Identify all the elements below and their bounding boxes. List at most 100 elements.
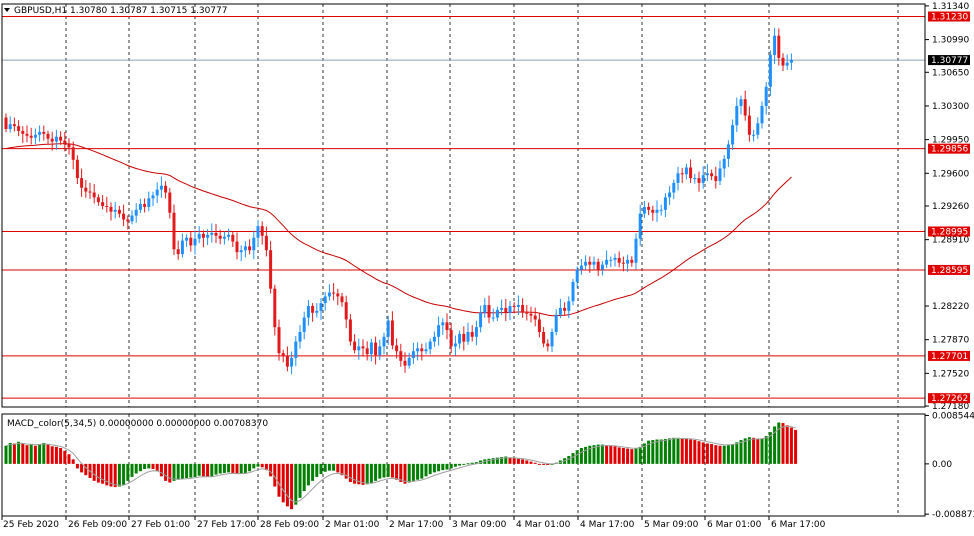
candle-body bbox=[63, 140, 67, 144]
macd-bar bbox=[306, 463, 310, 486]
macd-bar bbox=[59, 448, 63, 464]
macd-bar bbox=[428, 463, 432, 475]
candle-body bbox=[495, 309, 499, 318]
macd-bar bbox=[96, 463, 100, 483]
macd-bar bbox=[542, 463, 546, 465]
price-axis[interactable]: 1.31340 1.30990 1.30650 1.30300 1.29950 1.296… bbox=[925, 2, 970, 412]
macd-bar bbox=[126, 463, 130, 481]
candle-body bbox=[684, 167, 688, 175]
candle-body bbox=[323, 296, 327, 304]
candle-body bbox=[533, 315, 537, 320]
x-tick-label: 6 Mar 17:00 bbox=[771, 520, 826, 530]
macd-bar bbox=[348, 463, 352, 482]
candle-body bbox=[164, 185, 168, 193]
macd-bar bbox=[462, 463, 466, 465]
macd-bar bbox=[735, 442, 739, 464]
candle-body bbox=[437, 325, 441, 337]
candle-body bbox=[227, 234, 231, 237]
macd-bar bbox=[789, 427, 793, 464]
macd-bar bbox=[609, 445, 613, 464]
macd-bar bbox=[117, 463, 121, 487]
macd-bar bbox=[218, 463, 222, 474]
macd-bar bbox=[752, 437, 756, 464]
macd-bar bbox=[113, 463, 117, 488]
macd-label: MACD_color(5,34,5) 0.00000000 0.00000000… bbox=[7, 419, 268, 429]
macd-bar bbox=[785, 425, 789, 464]
macd-bar bbox=[138, 463, 142, 472]
candle-body bbox=[294, 341, 298, 358]
candle-body bbox=[453, 343, 457, 347]
candle-body bbox=[340, 296, 344, 303]
candle-body bbox=[113, 209, 117, 212]
candle-body bbox=[117, 209, 121, 214]
candle-body bbox=[46, 133, 50, 139]
candle-body bbox=[75, 159, 79, 179]
macd-bar bbox=[80, 463, 84, 473]
candle-body bbox=[613, 257, 617, 260]
candle-body bbox=[21, 130, 25, 134]
candle-body bbox=[500, 307, 504, 310]
macd-bar bbox=[164, 463, 168, 481]
macd-bar bbox=[743, 438, 747, 464]
moving-average bbox=[5, 143, 792, 317]
macd-bar bbox=[710, 444, 714, 464]
candle-body bbox=[441, 322, 445, 326]
macd-bar bbox=[571, 453, 575, 464]
macd-bar bbox=[416, 463, 420, 480]
macd-bar bbox=[4, 445, 8, 464]
candle-body bbox=[474, 327, 478, 337]
candle-body bbox=[38, 131, 42, 135]
candle-body bbox=[710, 173, 714, 177]
macd-bar bbox=[794, 429, 798, 464]
candle-body bbox=[189, 237, 193, 246]
macd-bar bbox=[340, 463, 344, 476]
macd-frame bbox=[1, 413, 926, 517]
macd-bar bbox=[172, 463, 176, 481]
candle-body bbox=[571, 281, 575, 302]
candle-body bbox=[504, 307, 508, 313]
macd-bar bbox=[529, 461, 533, 464]
macd-bar bbox=[386, 463, 390, 477]
candle-body bbox=[399, 351, 403, 361]
candle-body bbox=[449, 330, 453, 347]
level-tag bbox=[928, 264, 970, 275]
macd-bar bbox=[214, 463, 218, 475]
candle-body bbox=[67, 143, 71, 148]
candle-body bbox=[701, 175, 705, 183]
macd-bar bbox=[323, 463, 327, 472]
candle-body bbox=[193, 238, 197, 246]
macd-axis[interactable]: 0.0085448 0.00 -0.008873 bbox=[925, 411, 974, 520]
candle-body bbox=[222, 236, 226, 239]
symbol-menu-icon[interactable] bbox=[4, 8, 10, 12]
candle-body bbox=[600, 264, 604, 270]
level-tag bbox=[928, 393, 970, 404]
candle-body bbox=[529, 313, 533, 316]
macd-bar bbox=[655, 439, 659, 464]
candle-body bbox=[407, 357, 411, 366]
time-axis[interactable]: 25 Feb 2020 26 Feb 09:00 27 Feb 01:00 27 Fe… bbox=[1, 516, 826, 530]
macd-bar bbox=[777, 422, 781, 464]
candle-body bbox=[470, 331, 474, 337]
x-tick-label: 6 Mar 01:00 bbox=[707, 520, 762, 530]
candle-body bbox=[281, 353, 285, 357]
candle-body bbox=[168, 192, 172, 213]
macd-bar bbox=[651, 440, 655, 464]
macd-bar bbox=[441, 463, 445, 471]
candle-body bbox=[197, 233, 201, 239]
macd-bar bbox=[134, 463, 138, 474]
candle-body bbox=[722, 158, 726, 169]
candle-body bbox=[634, 238, 638, 263]
candle-body bbox=[159, 185, 163, 190]
macd-bar bbox=[487, 458, 491, 464]
candle-body bbox=[151, 195, 155, 199]
macd-bar bbox=[130, 463, 134, 477]
macd-bar bbox=[739, 440, 743, 464]
macd-bar bbox=[588, 445, 592, 464]
macd-bar bbox=[105, 463, 109, 486]
macd-bar bbox=[42, 442, 46, 464]
candle-body bbox=[382, 336, 386, 347]
candle-body bbox=[92, 192, 96, 198]
candle-body bbox=[596, 261, 600, 270]
macd-bar bbox=[67, 454, 71, 464]
candle-body bbox=[138, 204, 142, 210]
